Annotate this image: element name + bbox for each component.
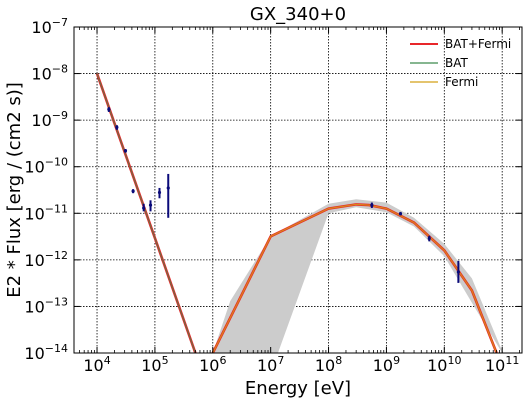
x-tick-exponent: 9 [393, 354, 400, 367]
x-tick-base: 10 [485, 356, 505, 375]
x-tick-base: 10 [427, 356, 447, 375]
data-point [370, 203, 374, 207]
x-tick-exponent: 6 [219, 354, 226, 367]
data-point [456, 270, 460, 274]
legend-label: BAT [445, 56, 469, 70]
data-point [157, 190, 162, 195]
x-tick-exponent: 11 [505, 354, 519, 367]
y-tick-exponent: −12 [45, 249, 68, 262]
y-tick-base: 10 [31, 111, 51, 130]
x-tick-label: 105 [141, 354, 168, 375]
data-points [107, 107, 460, 283]
x-tick-labels: 104 105 106 107 108 109 1010 1011 [83, 354, 519, 375]
y-tick-label: 10−14 [24, 342, 68, 363]
legend-label: Fermi [445, 75, 478, 89]
data-point [166, 186, 170, 190]
x-tick-base: 10 [83, 356, 103, 375]
x-tick-label: 107 [257, 354, 284, 375]
x-tick-exponent: 4 [104, 354, 111, 367]
y-tick-label: 10−7 [31, 16, 68, 37]
x-tick-label: 1011 [485, 354, 519, 375]
y-tick-exponent: −11 [45, 202, 68, 215]
y-tick-base: 10 [24, 204, 44, 223]
y-tick-exponent: −10 [45, 156, 68, 169]
axis-ticks [73, 26, 522, 354]
y-tick-label: 10−8 [31, 63, 68, 84]
series-line-bat [96, 73, 196, 353]
y-tick-label: 10−11 [24, 202, 68, 223]
x-tick-exponent: 10 [447, 354, 461, 367]
x-axis-title: Energy [eV] [245, 378, 351, 399]
x-tick-exponent: 7 [277, 354, 284, 367]
y-tick-exponent: −14 [45, 342, 68, 355]
x-tick-label: 108 [315, 354, 342, 375]
data-point [123, 149, 128, 153]
y-tick-label: 10−10 [24, 156, 68, 177]
x-tick-exponent: 8 [335, 354, 342, 367]
y-tick-base: 10 [24, 297, 44, 316]
data-point [107, 107, 111, 112]
chart-title: GX_340+0 [250, 4, 346, 25]
x-tick-base: 10 [373, 356, 393, 375]
y-tick-label: 10−12 [24, 249, 68, 270]
y-tick-exponent: −8 [52, 63, 68, 76]
y-tick-exponent: −7 [52, 16, 68, 29]
y-tick-base: 10 [24, 158, 44, 177]
y-tick-base: 10 [31, 65, 51, 84]
legend-label: BAT+Fermi [445, 37, 511, 51]
data-point [427, 236, 431, 240]
data-point [398, 212, 403, 216]
data-point [131, 189, 135, 193]
y-tick-base: 10 [24, 344, 44, 363]
y-tick-label: 10−13 [24, 295, 68, 316]
x-tick-label: 106 [199, 354, 226, 375]
data-point [142, 206, 146, 210]
x-tick-base: 10 [199, 356, 219, 375]
y-tick-exponent: −13 [45, 295, 68, 308]
y-tick-base: 10 [31, 18, 51, 37]
x-tick-base: 10 [315, 356, 335, 375]
x-tick-label: 109 [373, 354, 400, 375]
x-tick-label: 104 [83, 354, 110, 375]
x-tick-base: 10 [257, 356, 277, 375]
y-tick-base: 10 [24, 251, 44, 270]
x-tick-exponent: 5 [162, 354, 169, 367]
x-tick-label: 1010 [427, 354, 461, 375]
data-point [115, 125, 119, 129]
y-axis-title: E2 * Flux [erg / (cm2 s)] [4, 82, 25, 298]
legend: BAT+Fermi BAT Fermi [410, 37, 511, 89]
y-tick-exponent: −9 [52, 109, 68, 122]
x-tick-base: 10 [141, 356, 161, 375]
y-tick-label: 10−9 [31, 109, 68, 130]
data-point [148, 203, 153, 207]
